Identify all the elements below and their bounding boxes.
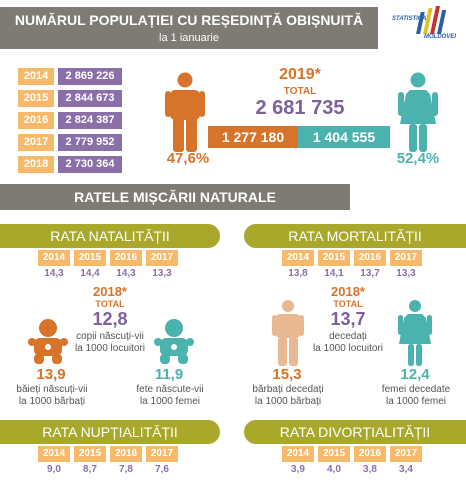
section-title: RATELE MIȘCĂRII NATURALE xyxy=(74,189,276,205)
natality-value: 14,4 xyxy=(80,268,100,279)
divorce-header: RATA DIVORȚIALITĂȚII xyxy=(244,420,466,444)
boys-desc1: băieți născuți-vii xyxy=(16,384,88,395)
male-population: 1 277 180 xyxy=(208,126,298,148)
natality-total-label: TOTAL xyxy=(95,299,125,309)
divorce-year: 2017 xyxy=(390,446,422,462)
mortality-year-current: 2018* xyxy=(331,284,365,299)
population-year: 2017 xyxy=(18,134,54,151)
natality-value: 14,3 xyxy=(44,268,64,279)
natality-total: 12,8 xyxy=(92,309,128,329)
logo-icon xyxy=(416,6,447,34)
population-year: 2018 xyxy=(18,156,54,173)
natality-value: 13,3 xyxy=(152,268,172,279)
logo-text-2: MOLDOVEI xyxy=(424,34,457,40)
male-percent: 47,6% xyxy=(166,150,210,167)
nuptiality-value: 7,8 xyxy=(119,464,133,475)
population-value: 2 824 387 xyxy=(58,112,122,129)
mortality-value: 13,7 xyxy=(360,268,380,279)
natality-total-desc1: copii născuți-vii xyxy=(76,331,144,342)
population-year: 2014 xyxy=(18,68,54,85)
natality-value: 14,3 xyxy=(116,268,136,279)
natality-year: 2017 xyxy=(146,250,178,266)
mortality-total-desc1: decedați xyxy=(329,331,367,342)
nuptiality-year: 2014 xyxy=(38,446,70,462)
divorce-value: 4,0 xyxy=(327,464,341,475)
women-desc2: la 1000 femei xyxy=(385,396,447,407)
natality-year: 2015 xyxy=(74,250,106,266)
logo-text-1: STATISTICA xyxy=(392,16,427,22)
current-year: 2019* xyxy=(279,66,321,83)
natality-year-current: 2018* xyxy=(93,284,127,299)
women-value: 12,4 xyxy=(400,366,430,383)
mortality-total: 13,7 xyxy=(330,309,366,329)
divorce-year: 2016 xyxy=(354,446,386,462)
man-icon xyxy=(272,300,304,366)
nuptiality-year: 2016 xyxy=(110,446,142,462)
divorce-value: 3,8 xyxy=(363,464,377,475)
mortality-value: 14,1 xyxy=(324,268,344,279)
nuptiality-year: 2017 xyxy=(146,446,178,462)
nuptiality-value: 8,7 xyxy=(83,464,97,475)
men-desc2: la 1000 bărbați xyxy=(254,396,322,407)
divorce-year: 2014 xyxy=(282,446,314,462)
page-title: NUMĂRUL POPULAȚIEI CU REȘEDINȚĂ OBIȘNUIT… xyxy=(14,12,364,28)
girls-value: 11,9 xyxy=(154,366,184,383)
female-icon xyxy=(398,72,438,152)
nuptiality-value: 7,6 xyxy=(155,464,169,475)
female-population: 1 404 555 xyxy=(298,126,390,148)
population-value: 2 844 673 xyxy=(58,90,122,107)
mortality-value: 13,8 xyxy=(288,268,308,279)
natality-header: RATA NATALITĂȚII xyxy=(0,224,220,248)
girls-desc1: fete născute-vii xyxy=(136,384,204,395)
women-desc1: femei decedate xyxy=(381,384,451,395)
logo: STATISTICA MOLDOVEI xyxy=(392,6,458,42)
mortality-year: 2015 xyxy=(318,250,350,266)
mortality-year: 2016 xyxy=(354,250,386,266)
woman-icon xyxy=(398,300,432,366)
header-banner: NUMĂRUL POPULAȚIEI CU REȘEDINȚĂ OBIȘNUIT… xyxy=(0,7,392,49)
nuptiality-year: 2015 xyxy=(74,446,106,462)
population-year: 2015 xyxy=(18,90,54,107)
natality-year: 2014 xyxy=(38,250,70,266)
baby-boy-icon xyxy=(28,319,68,364)
natality-total-desc2: la 1000 locuitori xyxy=(74,343,146,354)
baby-girl-icon xyxy=(154,319,194,364)
population-value: 2 730 364 xyxy=(58,156,122,173)
mortality-value: 13,3 xyxy=(396,268,416,279)
section-banner: RATELE MIȘCĂRII NATURALE xyxy=(0,184,364,212)
men-value: 15,3 xyxy=(272,366,302,383)
male-icon xyxy=(165,72,205,152)
female-percent: 52,4% xyxy=(396,150,440,167)
page-subtitle: la 1 ianuarie xyxy=(159,32,219,44)
total-label: TOTAL xyxy=(283,86,317,97)
mortality-year: 2017 xyxy=(390,250,422,266)
population-value: 2 779 952 xyxy=(58,134,122,151)
population-value: 2 869 226 xyxy=(58,68,122,85)
nuptiality-header: RATA NUPȚIALITĂȚII xyxy=(0,420,220,444)
girls-desc2: la 1000 femei xyxy=(139,396,201,407)
mortality-total-label: TOTAL xyxy=(333,299,363,309)
divorce-value: 3,9 xyxy=(291,464,305,475)
divorce-year: 2015 xyxy=(318,446,350,462)
boys-desc2: la 1000 bărbați xyxy=(18,396,86,407)
mortality-total-desc2: la 1000 locuitori xyxy=(312,343,384,354)
mortality-header: RATA MORTALITĂȚII xyxy=(244,224,466,248)
total-population: 2 681 735 xyxy=(255,97,345,119)
mortality-year: 2014 xyxy=(282,250,314,266)
nuptiality-value: 9,0 xyxy=(47,464,61,475)
boys-value: 13,9 xyxy=(36,366,66,383)
divorce-value: 3,4 xyxy=(399,464,413,475)
population-year: 2016 xyxy=(18,112,54,129)
natality-year: 2016 xyxy=(110,250,142,266)
men-desc1: bărbați decedați xyxy=(252,384,324,395)
